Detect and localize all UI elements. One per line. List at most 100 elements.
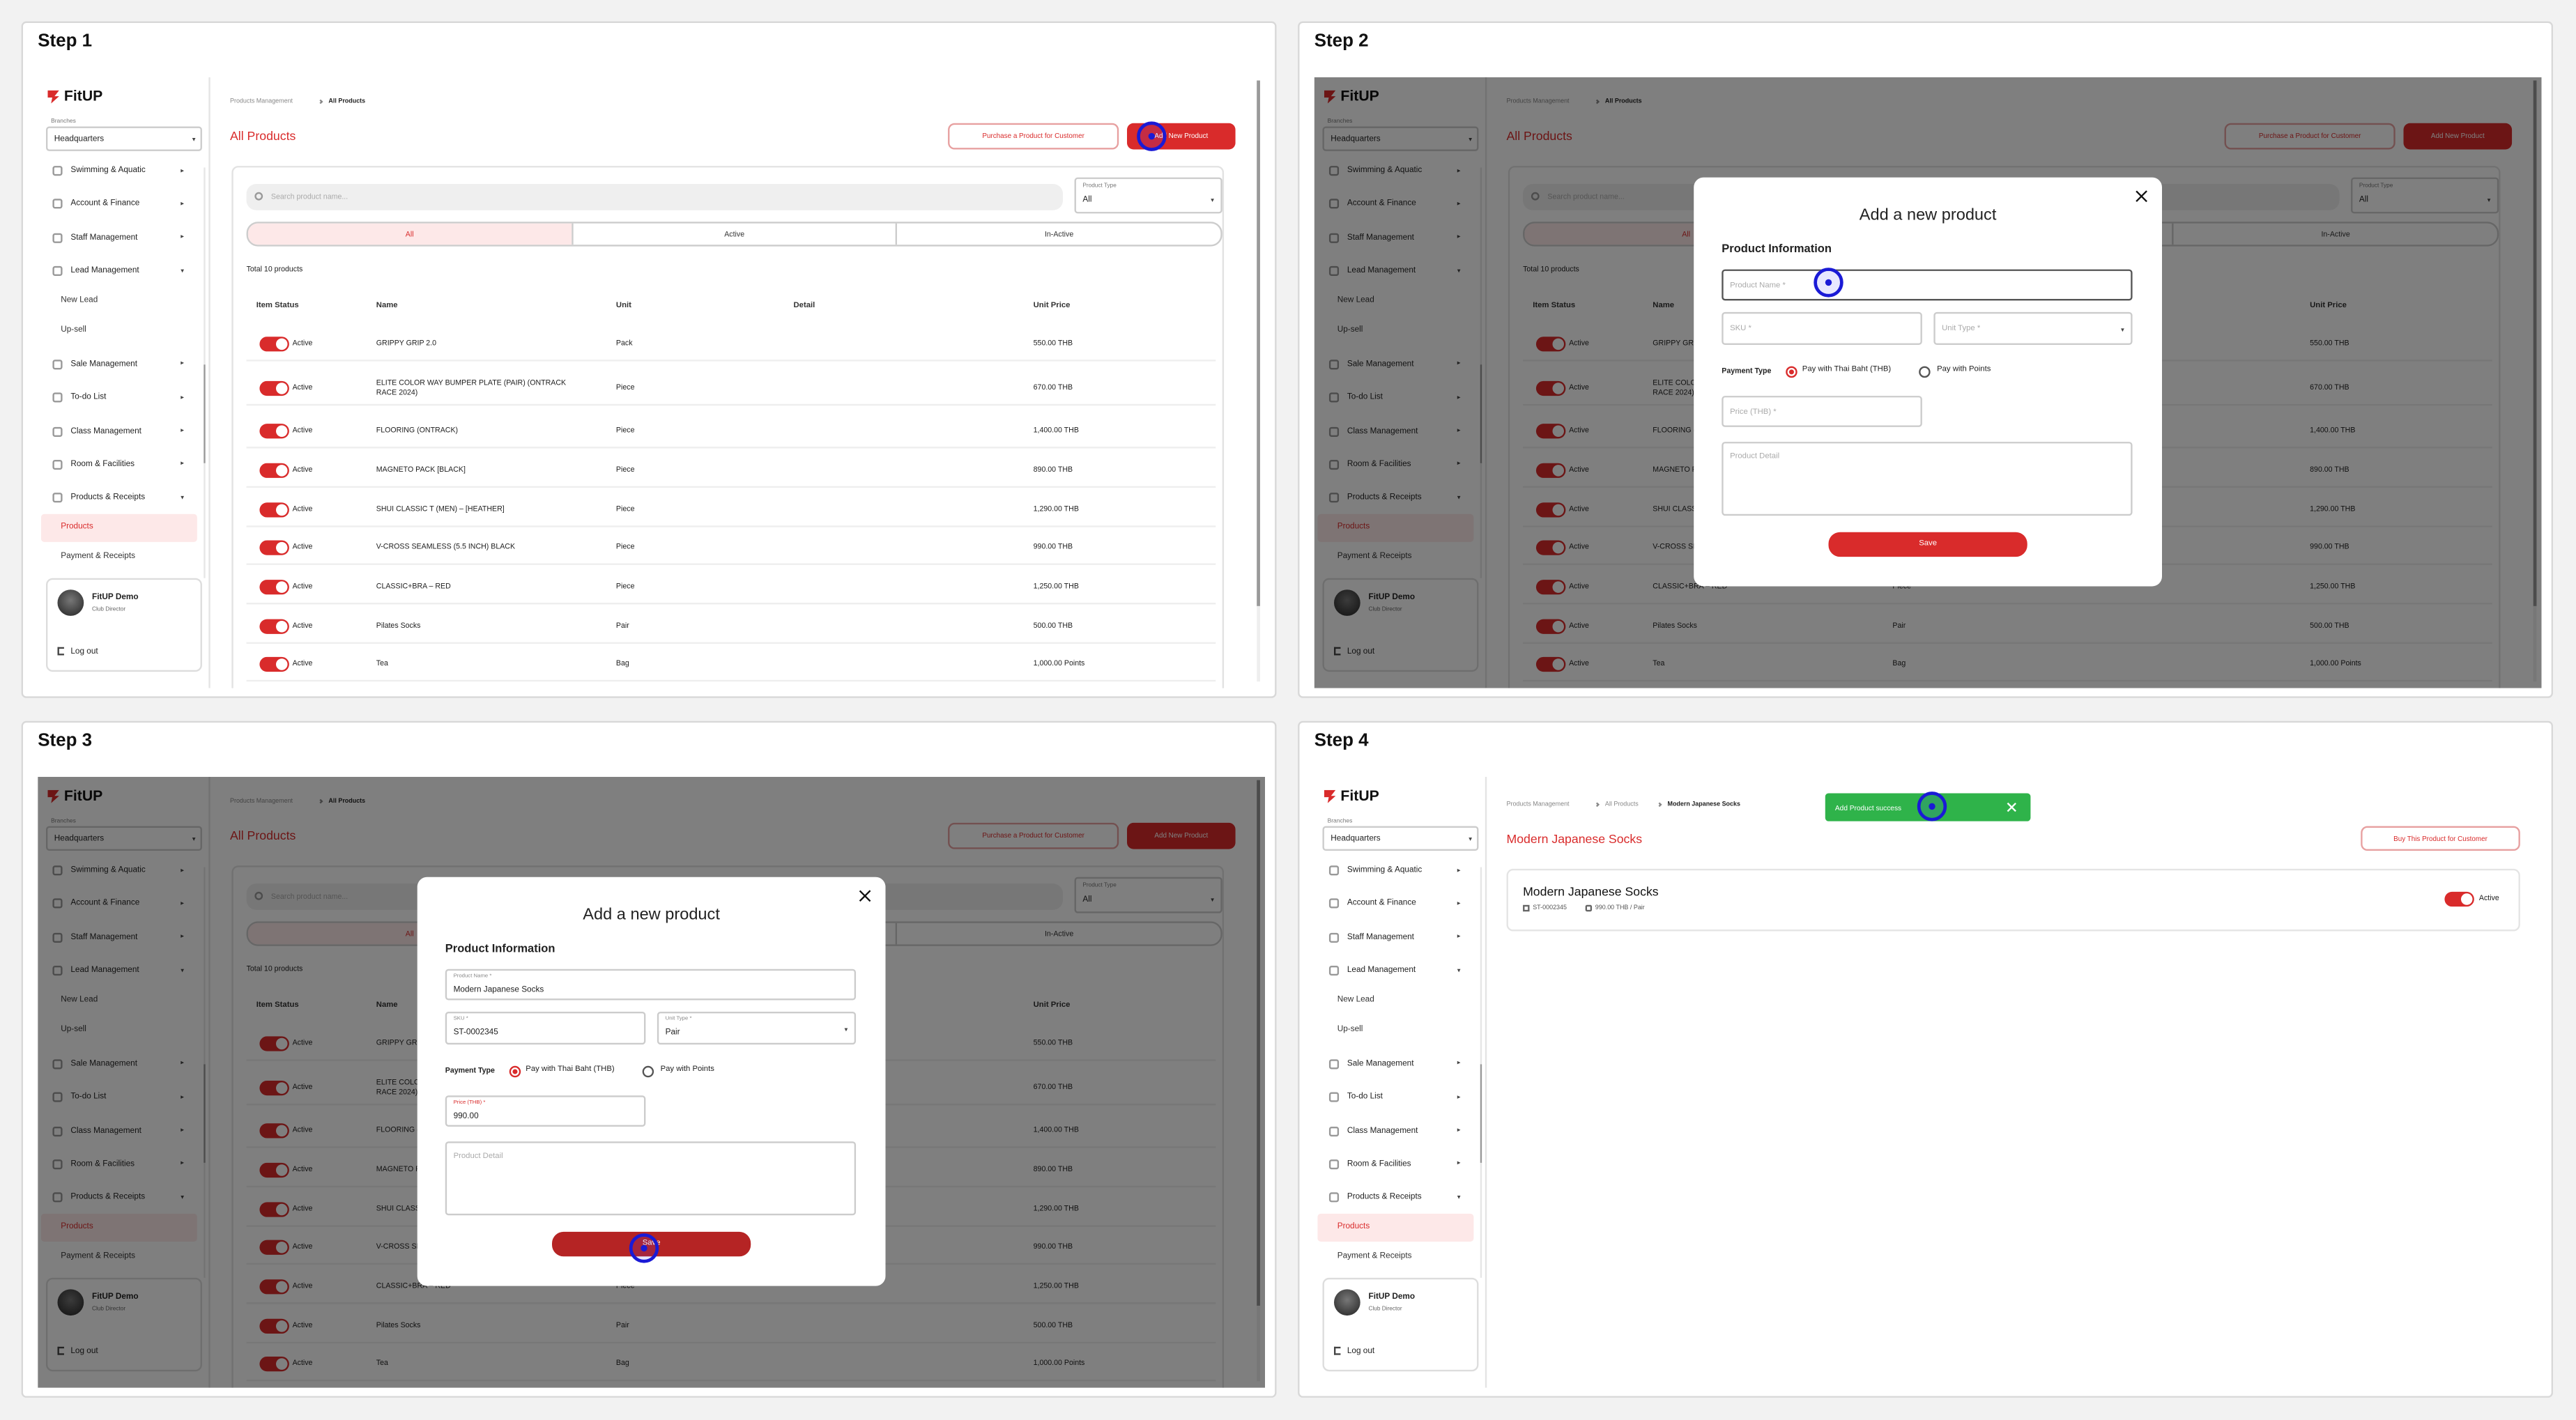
caret-icon xyxy=(1457,1095,1461,1098)
menu-item[interactable]: Swimming & Aquatic xyxy=(70,165,146,176)
submenu-item[interactable]: Products xyxy=(1337,1222,1370,1233)
caret-icon xyxy=(1457,1061,1461,1065)
menu-item[interactable]: Staff Management xyxy=(1347,932,1414,943)
status-toggle[interactable] xyxy=(259,539,289,555)
click-dot xyxy=(1148,132,1156,140)
unit-select[interactable]: Unit Type * Pair xyxy=(657,1012,857,1045)
menu-item[interactable]: Products & Receipts xyxy=(70,493,146,503)
status-toggle[interactable] xyxy=(259,462,289,477)
row-separator xyxy=(246,642,1216,643)
logout-icon xyxy=(1334,1346,1341,1355)
submenu-item[interactable]: Up-sell xyxy=(1337,1024,1363,1034)
menu-item[interactable]: Class Management xyxy=(1347,1125,1418,1136)
menu-item[interactable]: Account & Finance xyxy=(1347,898,1416,909)
status-tab[interactable]: Active xyxy=(571,223,896,245)
user-card: FitUP Demo Club Director Log out xyxy=(46,578,202,672)
unit-select[interactable]: Unit Type * xyxy=(1933,311,2133,345)
row-unit: Piece xyxy=(615,465,635,474)
status-toggle[interactable] xyxy=(259,578,289,594)
step-panel: Step 4 FitUP Branches Headquarters Swimming … xyxy=(1298,720,2553,1398)
search-box[interactable]: Search product name... xyxy=(246,184,1064,210)
menu-item[interactable]: Class Management xyxy=(70,426,141,436)
search-placeholder: Search product name... xyxy=(270,192,348,201)
menu-item[interactable]: Account & Finance xyxy=(70,199,140,209)
status-toggle[interactable] xyxy=(259,336,289,351)
logout[interactable]: Log out xyxy=(70,647,98,657)
sku-input-placeholder: SKU * xyxy=(1730,325,1751,334)
caret-icon xyxy=(1457,867,1461,872)
row-unit: Piece xyxy=(615,425,635,434)
buy-button[interactable]: Buy This Product for Customer xyxy=(2361,826,2520,851)
menu-item[interactable]: Staff Management xyxy=(70,232,138,243)
row-unit: Bag xyxy=(615,658,629,667)
row-status: Active xyxy=(292,504,313,513)
row-unit: Pack xyxy=(615,339,633,347)
row-status: Active xyxy=(292,425,313,434)
price-input[interactable]: Price (THB) * 990.00 xyxy=(445,1095,646,1127)
branch-select[interactable]: Headquarters xyxy=(46,126,202,151)
save-button[interactable]: Save xyxy=(1828,532,2027,557)
status-tab[interactable]: All xyxy=(247,223,572,245)
menu-item[interactable]: To-do List xyxy=(1347,1092,1383,1102)
menu-item[interactable]: Lead Management xyxy=(1347,966,1416,976)
radio-points[interactable] xyxy=(1919,366,1931,378)
radio-points[interactable] xyxy=(642,1065,654,1078)
submenu-item[interactable]: Up-sell xyxy=(61,324,86,334)
click-dot xyxy=(1929,803,1935,810)
toggle-knob xyxy=(276,337,288,349)
row-unit: Piece xyxy=(615,542,635,551)
status-toggle[interactable] xyxy=(259,502,289,517)
menu-item[interactable]: Room & Facilities xyxy=(1347,1159,1411,1169)
toggle-knob xyxy=(276,619,288,632)
menu-icon xyxy=(52,199,63,210)
sku-input[interactable]: SKU * xyxy=(1722,311,1922,345)
radio-thb[interactable] xyxy=(1786,366,1797,378)
status-toggle[interactable] xyxy=(2444,890,2474,906)
radio-thb[interactable] xyxy=(509,1065,521,1078)
type-value: All xyxy=(1082,195,1092,206)
status-toggle[interactable] xyxy=(259,618,289,633)
caret-icon xyxy=(1457,1128,1461,1132)
submenu-item[interactable]: Products xyxy=(61,522,93,533)
submenu-item[interactable]: New Lead xyxy=(1337,995,1374,1005)
toggle-knob xyxy=(276,658,288,670)
modal-section: Product Information xyxy=(1722,244,1832,256)
click-dot xyxy=(1825,279,1832,286)
submenu-item[interactable]: Payment & Receipts xyxy=(1337,1251,1412,1261)
sku-input-value: ST-0002345 xyxy=(453,1028,498,1038)
row-separator xyxy=(246,525,1216,527)
product-price: 990.00 THB / Pair xyxy=(1595,904,1645,911)
submenu-item[interactable]: New Lead xyxy=(61,295,98,306)
name-input[interactable]: Product Name * Modern Japanese Socks xyxy=(445,968,857,1001)
purchase-button[interactable]: Purchase a Product for Customer xyxy=(948,123,1119,150)
logout[interactable]: Log out xyxy=(1347,1346,1375,1357)
menu-item[interactable]: To-do List xyxy=(70,392,107,403)
detail-input[interactable]: Product Detail xyxy=(445,1141,857,1216)
caret-icon xyxy=(181,395,184,399)
menu-item[interactable]: Products & Receipts xyxy=(1347,1192,1422,1203)
row-status: Active xyxy=(292,581,313,590)
menu-item[interactable]: Sale Management xyxy=(70,359,138,369)
menu-item[interactable]: Sale Management xyxy=(1347,1058,1414,1069)
menu-item[interactable]: Lead Management xyxy=(70,266,139,277)
caret-icon xyxy=(1469,838,1472,841)
submenu-item[interactable]: Payment & Receipts xyxy=(61,551,136,562)
sku-input[interactable]: SKU * ST-0002345 xyxy=(445,1012,646,1045)
user-name: FitUP Demo xyxy=(92,592,139,603)
status-tab[interactable]: In-Active xyxy=(896,223,1220,245)
status-toggle[interactable] xyxy=(259,656,289,671)
detail-input[interactable]: Product Detail xyxy=(1722,442,2133,516)
menu-item[interactable]: Swimming & Aquatic xyxy=(1347,865,1423,876)
type-select[interactable]: Product Type All xyxy=(1074,177,1222,214)
status-toggle[interactable] xyxy=(259,380,289,395)
menu-item[interactable]: Room & Facilities xyxy=(70,459,135,470)
price-input[interactable]: Price (THB) * xyxy=(1722,396,1922,427)
status-toggle[interactable] xyxy=(259,422,289,438)
menu-icon xyxy=(52,166,63,176)
close-button[interactable] xyxy=(857,888,872,903)
name-input[interactable]: Product Name * xyxy=(1722,269,2133,301)
close-button[interactable] xyxy=(2134,189,2149,203)
branch-select[interactable]: Headquarters xyxy=(1322,826,1479,851)
